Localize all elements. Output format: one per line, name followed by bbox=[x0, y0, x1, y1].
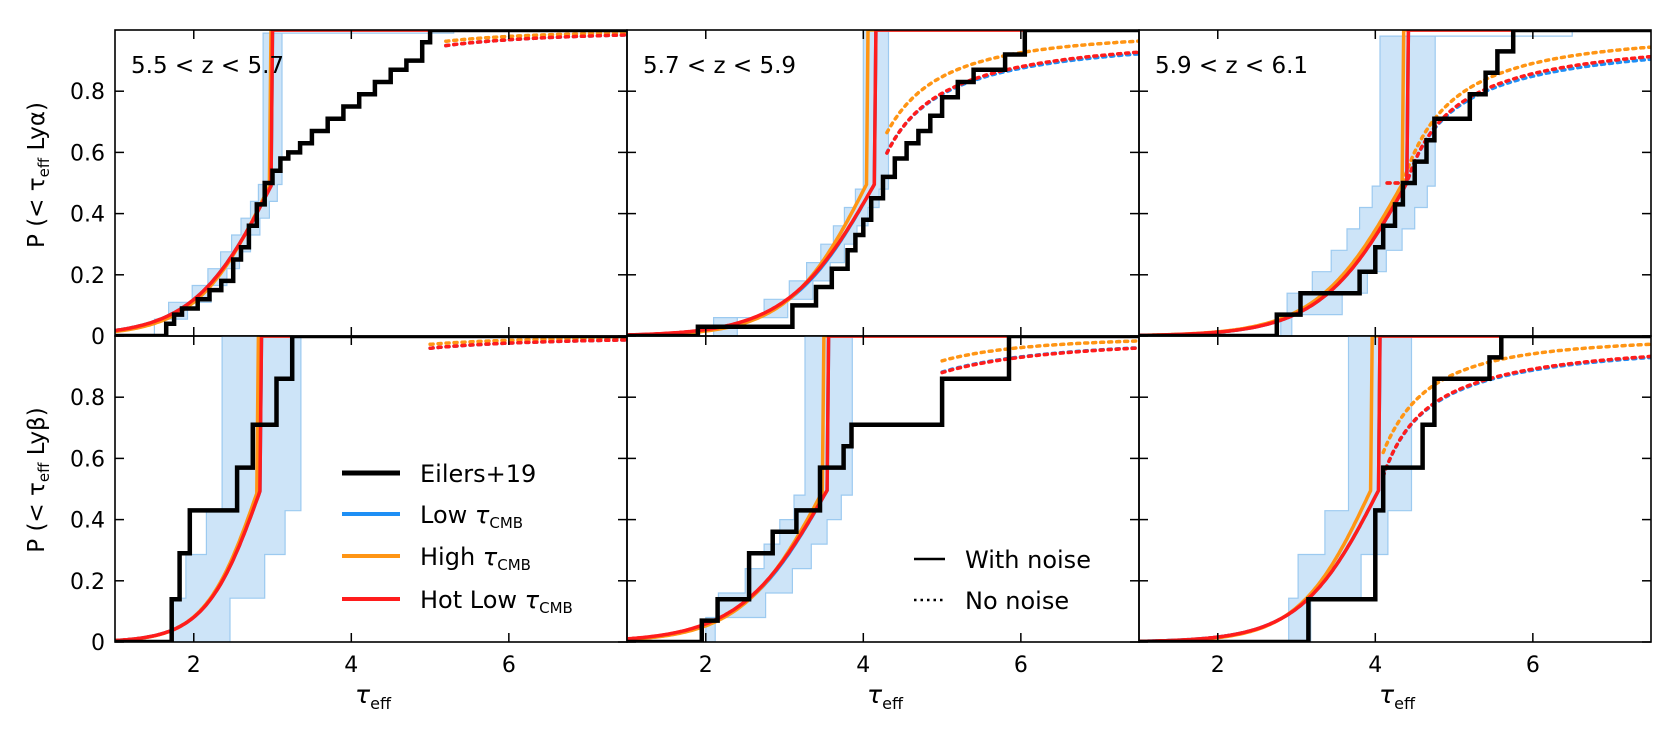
x-tick-label: 2 bbox=[187, 653, 201, 678]
x-tick-label: 4 bbox=[1368, 653, 1382, 678]
legend-models: Eilers+19 Low τCMB High τCMB Hot Low τCM… bbox=[342, 460, 573, 617]
axes-frame bbox=[1138, 335, 1652, 643]
plot-area bbox=[1139, 336, 1651, 642]
series-eilers19 bbox=[115, 336, 627, 642]
series-high-dotted bbox=[940, 339, 1139, 363]
y-tick-label: 0.6 bbox=[70, 141, 105, 166]
series-high-solid bbox=[115, 30, 627, 334]
series-eilers19 bbox=[1139, 336, 1651, 642]
legend-label-high: High τCMB bbox=[420, 543, 531, 574]
ylabel-lya: P (< τeff Lyα) bbox=[24, 102, 53, 248]
series-hot-hot-solid bbox=[115, 30, 627, 333]
series-low-dotted bbox=[885, 52, 1139, 155]
series-high-dotted bbox=[444, 31, 627, 43]
series-hot-hot-solid bbox=[1139, 336, 1651, 642]
panels-group: 0 0.2 0.4 0.6 0.8 5.5 < z < 5.7 5.7 < z < 5.9 5… bbox=[70, 29, 1652, 678]
x-tick-label: 6 bbox=[502, 653, 516, 678]
series-hot-hot-dotted bbox=[1381, 354, 1651, 479]
series-hot-hot-dotted bbox=[885, 50, 1139, 155]
panel-3: 5.9 < z < 6.1 bbox=[1138, 29, 1652, 337]
series-eilers19 bbox=[627, 30, 1139, 336]
panel-4: 2 4 6 0 0.2 0.4 0.6 0.8 bbox=[70, 335, 628, 678]
plot-area bbox=[627, 30, 1139, 336]
y-tick-label: 0.4 bbox=[70, 203, 105, 228]
x-tick-label: 4 bbox=[856, 653, 870, 678]
legend-label-no-noise: No noise bbox=[965, 587, 1069, 615]
y-tick-label: 0 bbox=[91, 631, 105, 656]
panel-2: 5.7 < z < 5.9 bbox=[626, 29, 1140, 337]
x-tick-label: 2 bbox=[1211, 653, 1225, 678]
x-tick-label: 4 bbox=[344, 653, 358, 678]
y-tick-label: 0 bbox=[91, 325, 105, 350]
series-low-dotted bbox=[940, 345, 1139, 374]
series-hot-hot-dotted bbox=[428, 338, 627, 350]
scatter-band bbox=[169, 336, 431, 642]
y-tick-label: 0.8 bbox=[70, 386, 105, 411]
series-hot-hot-dotted bbox=[940, 346, 1139, 375]
series-high-solid bbox=[627, 336, 1139, 642]
y-tick-label: 0.8 bbox=[70, 80, 105, 105]
panel-1: 0 0.2 0.4 0.6 0.8 5.5 < z < 5.7 bbox=[70, 29, 628, 350]
series-eilers19 bbox=[1139, 30, 1651, 336]
panel-6: 2 4 6 bbox=[1138, 335, 1652, 678]
x-tick-label: 2 bbox=[699, 653, 713, 678]
y-tick-label: 0.6 bbox=[70, 447, 105, 472]
ylabel-lyb: P (< τeff Lyβ) bbox=[24, 407, 53, 552]
x-tick-label: 6 bbox=[1526, 653, 1540, 678]
xlabel-2: τeff bbox=[867, 680, 904, 713]
series-hot-hot-solid bbox=[115, 336, 627, 642]
series-eilers19 bbox=[115, 30, 627, 336]
plot-area bbox=[1139, 30, 1651, 336]
plot-area bbox=[627, 336, 1139, 642]
series-high-dotted bbox=[1381, 342, 1651, 455]
series-eilers19 bbox=[627, 336, 1139, 642]
panel-label: 5.5 < z < 5.7 bbox=[131, 53, 284, 79]
y-tick-label: 0.4 bbox=[70, 509, 105, 534]
series-high-dotted bbox=[428, 336, 627, 347]
plot-area bbox=[115, 336, 627, 642]
plot-area bbox=[115, 30, 627, 336]
y-tick-label: 0.2 bbox=[70, 264, 105, 289]
legend-label-with-noise: With noise bbox=[965, 546, 1091, 574]
series-hot-hot-dotted bbox=[1385, 54, 1651, 185]
xlabel-3: τeff bbox=[1379, 680, 1416, 713]
legend-noise: With noise No noise bbox=[914, 546, 1091, 615]
legend-label-low: Low τCMB bbox=[420, 501, 523, 532]
panel-label: 5.7 < z < 5.9 bbox=[643, 53, 796, 79]
y-tick-label: 0.2 bbox=[70, 570, 105, 595]
series-hot-hot-dotted bbox=[444, 33, 627, 48]
legend-label-hot: Hot Low τCMB bbox=[420, 586, 573, 617]
scatter-band bbox=[712, 30, 1045, 336]
xlabel-1: τeff bbox=[355, 680, 392, 713]
x-tick-label: 6 bbox=[1014, 653, 1028, 678]
panel-5: 2 4 6 bbox=[626, 335, 1140, 678]
scatter-band bbox=[705, 336, 1029, 642]
legend-label-eilers: Eilers+19 bbox=[420, 460, 536, 488]
panel-label: 5.9 < z < 6.1 bbox=[1155, 53, 1308, 79]
series-high-dotted bbox=[1385, 45, 1651, 185]
